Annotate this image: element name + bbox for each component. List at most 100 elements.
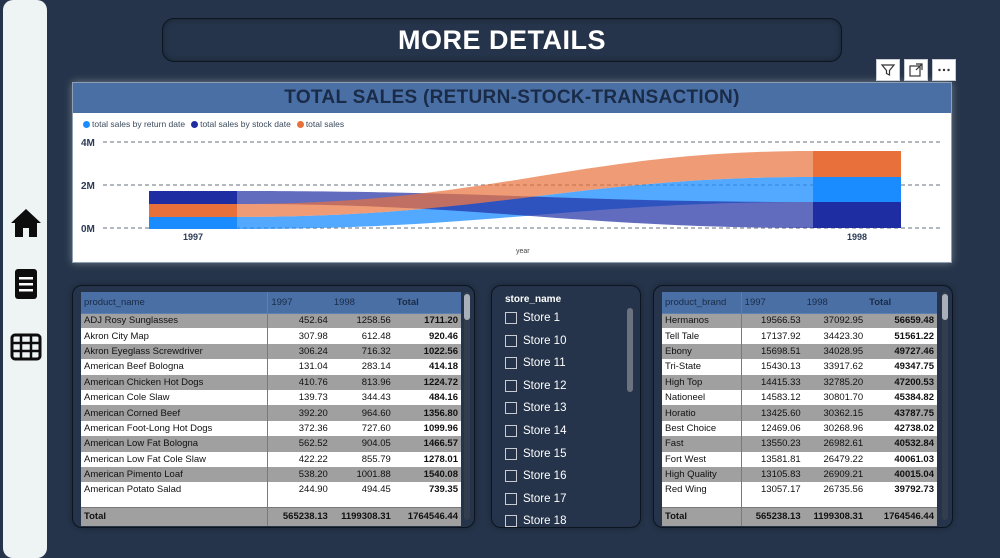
slicer-item[interactable]: Store 10 — [505, 335, 566, 347]
table-row[interactable]: Red Wing 13057.17 26735.56 39792.73 — [662, 482, 937, 497]
table-row[interactable]: American Corned Beef 392.20 964.60 1356.80 — [81, 405, 461, 420]
column-header[interactable]: 1998 — [331, 292, 394, 313]
more-options-icon[interactable] — [932, 59, 956, 81]
cell-value: 1099.96 — [394, 421, 461, 436]
cell-value: 1258.56 — [331, 313, 394, 328]
table-row[interactable]: American Low Fat Cole Slaw 422.22 855.79 12… — [81, 452, 461, 467]
cell-value: 964.60 — [331, 405, 394, 420]
checkbox[interactable] — [505, 470, 517, 482]
table-row[interactable]: American Pimento Loaf 538.20 1001.88 1540.0… — [81, 467, 461, 482]
checkbox[interactable] — [505, 448, 517, 460]
column-header[interactable]: 1997 — [741, 292, 803, 313]
cell-value: 26982.61 — [804, 436, 866, 451]
checkbox[interactable] — [505, 380, 517, 392]
slicer-item[interactable]: Store 12 — [505, 380, 566, 392]
column-header[interactable]: Total — [866, 292, 937, 313]
slicer-item[interactable]: Store 11 — [505, 357, 566, 369]
table-row[interactable]: American Foot-Long Hot Dogs 372.36 727.60 1… — [81, 421, 461, 436]
chart-header: TOTAL SALES (RETURN-STOCK-TRANSACTION) — [73, 83, 951, 113]
table-icon[interactable] — [9, 330, 43, 364]
table-row[interactable]: High Top 14415.33 32785.20 47200.53 — [662, 375, 937, 390]
column-header[interactable]: 1997 — [268, 292, 331, 313]
column-header[interactable]: 1998 — [804, 292, 866, 313]
column-header[interactable]: product_brand — [662, 292, 741, 313]
column-header[interactable]: Total — [394, 292, 461, 313]
cell-value: 344.43 — [331, 390, 394, 405]
cell-value: 13425.60 — [741, 405, 803, 420]
row-label: High Quality — [662, 467, 741, 482]
cell-value: 1711.20 — [394, 313, 461, 328]
cell-value: 26735.56 — [804, 482, 866, 497]
cell-value: 17137.92 — [741, 328, 803, 343]
slicer-item-label: Store 17 — [523, 493, 566, 505]
cell-value: 12469.06 — [741, 421, 803, 436]
table-row[interactable]: ADJ Rosy Sunglasses 452.64 1258.56 1711.20 — [81, 313, 461, 328]
ribbon-chart-card[interactable]: TOTAL SALES (RETURN-STOCK-TRANSACTION) t… — [72, 82, 952, 263]
cell-value: 392.20 — [268, 405, 331, 420]
slicer-item[interactable]: Store 15 — [505, 448, 566, 460]
y-tick-label: 2M — [81, 181, 95, 192]
slicer-item[interactable]: Store 13 — [505, 402, 566, 414]
scrollbar[interactable] — [464, 292, 470, 520]
table-row[interactable]: Fast 13550.23 26982.61 40532.84 — [662, 436, 937, 451]
slicer-item[interactable]: Store 18 — [505, 515, 566, 527]
table-row[interactable]: American Low Fat Bologna 562.52 904.05 1466… — [81, 436, 461, 451]
cell-value: 34423.30 — [804, 328, 866, 343]
focus-mode-icon[interactable] — [904, 59, 928, 81]
scrollbar[interactable] — [942, 292, 948, 520]
y-tick-label: 0M — [81, 224, 95, 235]
chart-title: TOTAL SALES (RETURN-STOCK-TRANSACTION) — [284, 87, 739, 109]
table-row[interactable]: American Potato Salad 244.90 494.45 739.35 — [81, 482, 461, 497]
slicer-item[interactable]: Store 1 — [505, 312, 560, 324]
checkbox[interactable] — [505, 425, 517, 437]
scrollbar[interactable] — [627, 308, 633, 392]
cell-value: 49727.46 — [866, 344, 937, 359]
table-row[interactable]: American Beef Bologna 131.04 283.14 414.18 — [81, 359, 461, 374]
checkbox[interactable] — [505, 312, 517, 324]
table-row[interactable]: Horatio 13425.60 30362.15 43787.75 — [662, 405, 937, 420]
table-row[interactable]: Hermanos 19566.53 37092.95 56659.48 — [662, 313, 937, 328]
table-row[interactable]: Akron City Map 307.98 612.48 920.46 — [81, 328, 461, 343]
table-row[interactable]: Ebony 15698.51 34028.95 49727.46 — [662, 344, 937, 359]
table-row[interactable]: High Quality 13105.83 26909.21 40015.04 — [662, 467, 937, 482]
table-row[interactable]: Akron Eyeglass Screwdriver 306.24 716.32 10… — [81, 344, 461, 359]
column-header[interactable]: product_name — [81, 292, 268, 313]
home-icon[interactable] — [9, 206, 43, 240]
slicer-item[interactable]: Store 14 — [505, 425, 566, 437]
scrollbar-thumb[interactable] — [464, 294, 470, 320]
row-label: American Pimento Loaf — [81, 467, 268, 482]
total-value: 1199308.31 — [331, 508, 394, 526]
total-value: 1199308.31 — [804, 508, 866, 526]
checkbox[interactable] — [505, 493, 517, 505]
cell-value: 45384.82 — [866, 390, 937, 405]
table-row[interactable]: American Chicken Hot Dogs 410.76 813.96 122… — [81, 375, 461, 390]
cell-value: 307.98 — [268, 328, 331, 343]
cell-value: 1224.72 — [394, 375, 461, 390]
cell-value: 452.64 — [268, 313, 331, 328]
table-row[interactable]: Tri-State 15430.13 33917.62 49347.75 — [662, 359, 937, 374]
slicer-item[interactable]: Store 17 — [505, 493, 566, 505]
slicer-item[interactable]: Store 16 — [505, 470, 566, 482]
row-label: Tell Tale — [662, 328, 741, 343]
slicer-item-label: Store 18 — [523, 515, 566, 527]
table-row[interactable]: Fort West 13581.81 26479.22 40061.03 — [662, 452, 937, 467]
checkbox[interactable] — [505, 357, 517, 369]
checkbox[interactable] — [505, 402, 517, 414]
cell-value: 42738.02 — [866, 421, 937, 436]
table-row[interactable]: Nationeel 14583.12 30801.70 45384.82 — [662, 390, 937, 405]
product-table: product_name 1997 1998 Total ADJ Rosy Su… — [81, 292, 461, 526]
cell-value: 306.24 — [268, 344, 331, 359]
slicer-item-label: Store 1 — [523, 312, 560, 324]
filter-icon[interactable] — [876, 59, 900, 81]
scrollbar-thumb[interactable] — [942, 294, 948, 320]
checkbox[interactable] — [505, 335, 517, 347]
table-row[interactable]: Tell Tale 17137.92 34423.30 51561.22 — [662, 328, 937, 343]
cell-value: 43787.75 — [866, 405, 937, 420]
cell-value: 30362.15 — [804, 405, 866, 420]
table-row[interactable]: Best Choice 12469.06 30268.96 42738.02 — [662, 421, 937, 436]
row-label: Fast — [662, 436, 741, 451]
table-row[interactable]: American Cole Slaw 139.73 344.43 484.16 — [81, 390, 461, 405]
checkbox[interactable] — [505, 515, 517, 527]
document-icon[interactable] — [9, 267, 43, 301]
cell-value: 14415.33 — [741, 375, 803, 390]
